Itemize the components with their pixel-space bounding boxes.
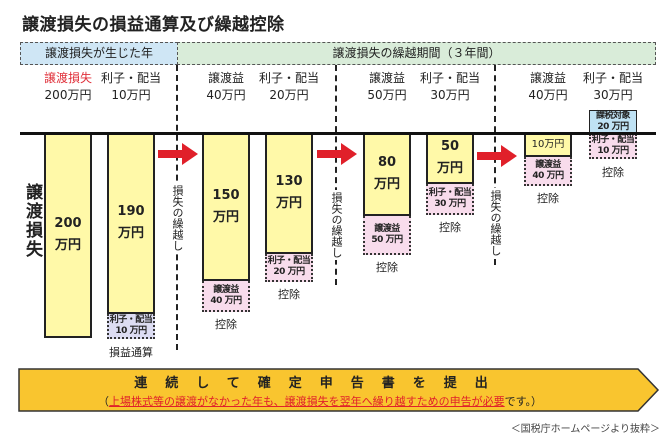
remaining-loss-bar: 150 万円: [202, 134, 250, 281]
offset-caption: 損益通算: [109, 346, 153, 359]
carryover-period-band: 譲渡損失の繰越期間（３年間）: [177, 42, 656, 65]
loss-year-band: 譲渡損失が生じた年: [20, 42, 178, 65]
carryover-label: 損失の繰越し: [488, 188, 502, 258]
column-header: 利子・配当 30万円: [419, 71, 480, 102]
column-header: 譲渡損失 200万円: [43, 71, 92, 102]
column-header: 譲渡益 40万円: [528, 71, 568, 102]
filing-banner-text: 連続して確定申告書を提出 （上場株式等の譲渡がなかった年も、譲渡損失を翌年へ繰り…: [40, 372, 600, 409]
filing-instruction: 連続して確定申告書を提出: [134, 376, 506, 391]
year-divider: [335, 65, 337, 285]
filing-note: （上場株式等の譲渡がなかった年も、譲渡損失を翌年へ繰り越すための申告が必要です。…: [97, 395, 543, 408]
carryover-label: 損失の繰越し: [329, 190, 343, 260]
deduction-box: 譲渡益 40 万円: [524, 157, 572, 186]
column-header: 利子・配当 20万円: [258, 71, 319, 102]
loss-bar: 200 万円: [44, 134, 92, 338]
column-header: 譲渡益 40万円: [206, 71, 246, 102]
deduction-caption: 控除: [439, 221, 461, 234]
deduction-box: 利子・配当 30 万円: [426, 184, 474, 215]
deduction-box: 譲渡益 50 万円: [363, 216, 411, 255]
carryover-label: 損失の繰越し: [170, 183, 184, 253]
deduction-box: 譲渡益 40 万円: [202, 281, 250, 312]
source-note: ＜国税庁ホームページより抜粋＞: [510, 424, 660, 435]
carryover-arrow-icon: [477, 145, 517, 167]
column-header: 利子・配当 10万円: [100, 71, 161, 102]
deduction-caption: 控除: [602, 166, 624, 179]
carryover-arrow-icon: [317, 143, 357, 165]
carryover-arrow-icon: [158, 143, 198, 165]
remaining-loss-bar: 130 万円: [265, 134, 313, 254]
taxable-amount-box: 課税対象 20 万円: [589, 110, 637, 133]
filing-banner: [18, 368, 660, 412]
column-header: 利子・配当 30万円: [582, 71, 643, 102]
deduction-caption: 控除: [215, 318, 237, 331]
offset-box: 利子・配当 10 万円: [107, 314, 155, 339]
remaining-loss-bar: 50 万円: [426, 134, 474, 184]
deduction-caption: 控除: [537, 192, 559, 205]
remaining-loss-bar: 10万円: [524, 134, 572, 157]
year-divider: [494, 65, 496, 265]
deduction-box: 利子・配当 10 万円: [589, 134, 637, 159]
deduction-box: 利子・配当 20 万円: [265, 254, 313, 282]
deduction-caption: 控除: [376, 261, 398, 274]
remaining-loss-bar: 80 万円: [363, 134, 411, 216]
baseline: [20, 132, 656, 135]
remaining-loss-bar: 190 万円: [107, 134, 155, 314]
transfer-loss-label: 譲渡損失: [22, 183, 42, 259]
page-title: 譲渡損失の損益通算及び繰越控除: [22, 15, 285, 35]
deduction-caption: 控除: [278, 288, 300, 301]
column-header: 譲渡益 50万円: [367, 71, 407, 102]
